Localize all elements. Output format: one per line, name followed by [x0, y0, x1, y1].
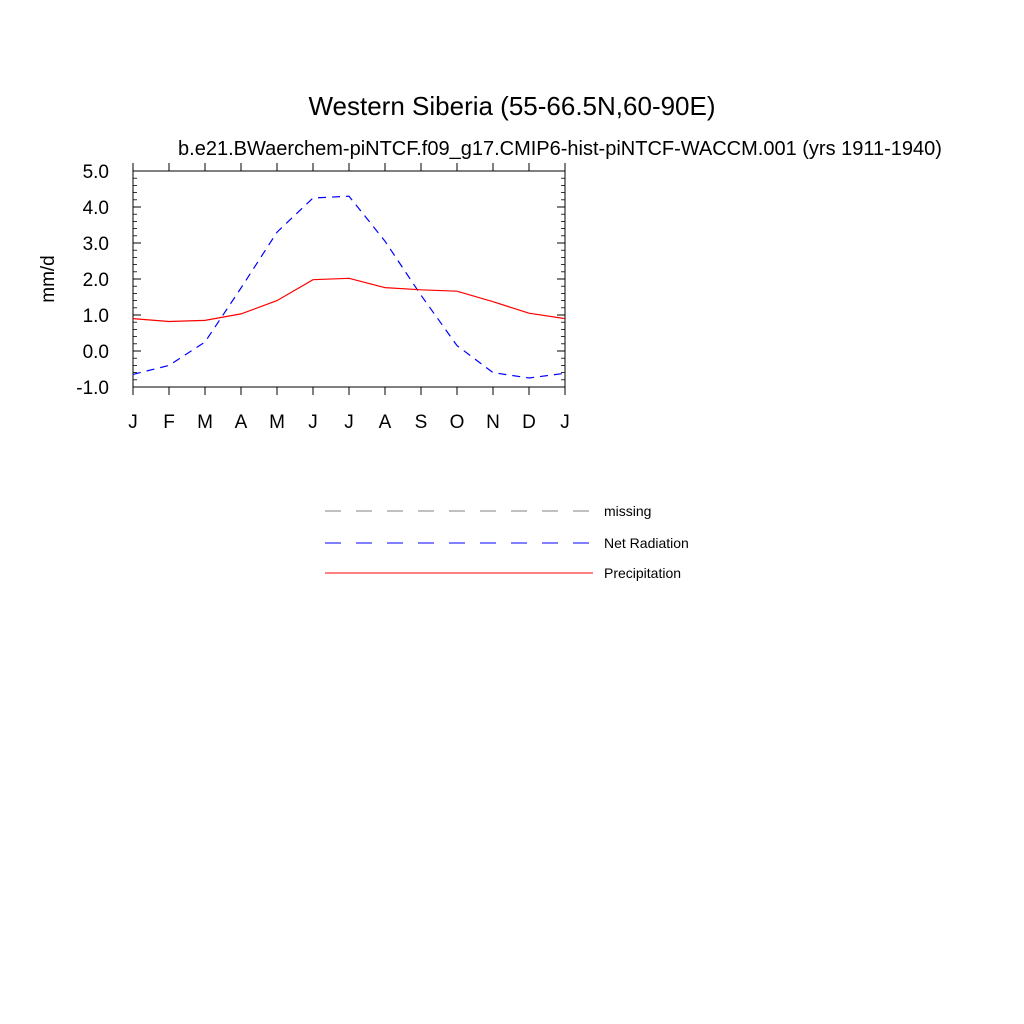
chart-title: Western Siberia (55-66.5N,60-90E) — [308, 91, 715, 121]
x-tick-label: J — [308, 412, 318, 433]
x-tick-label: A — [235, 412, 248, 433]
y-tick-label: 0.0 — [83, 342, 109, 363]
x-tick-label: D — [522, 412, 536, 433]
legend: missing Net Radiation Precipitation — [325, 503, 689, 581]
y-tick-label: 4.0 — [83, 198, 109, 219]
series-group — [132, 195, 566, 379]
y-tick-label: 1.0 — [83, 306, 109, 327]
x-tick-label: J — [560, 412, 570, 433]
legend-label-missing: missing — [604, 503, 651, 519]
series-line-net-radiation — [132, 195, 566, 379]
x-tick-label: S — [415, 412, 428, 433]
x-tick-label: F — [163, 412, 175, 433]
x-tick-label: M — [269, 412, 285, 433]
axes: 5.04.03.02.01.00.0-1.0J F M A M J J A S O N D J — [76, 162, 570, 433]
x-tick-label: A — [379, 412, 392, 433]
x-tick-label: O — [450, 412, 465, 433]
legend-label-net-radiation: Net Radiation — [604, 535, 689, 551]
x-tick-label: M — [197, 412, 213, 433]
legend-label-precipitation: Precipitation — [604, 565, 681, 581]
y-tick-label: -1.0 — [76, 378, 109, 399]
y-tick-label: 5.0 — [83, 162, 109, 183]
series-line-precipitation — [132, 277, 566, 323]
plot-frame — [132, 170, 566, 388]
chart-subtitle: b.e21.BWaerchem-piNTCF.f09_g17.CMIP6-his… — [178, 138, 942, 160]
y-tick-label: 2.0 — [83, 270, 109, 291]
x-tick-label: J — [344, 412, 354, 433]
x-tick-label: N — [486, 412, 500, 433]
y-axis-label: mm/d — [38, 255, 59, 303]
x-tick-label: J — [128, 412, 138, 433]
y-tick-label: 3.0 — [83, 234, 109, 255]
